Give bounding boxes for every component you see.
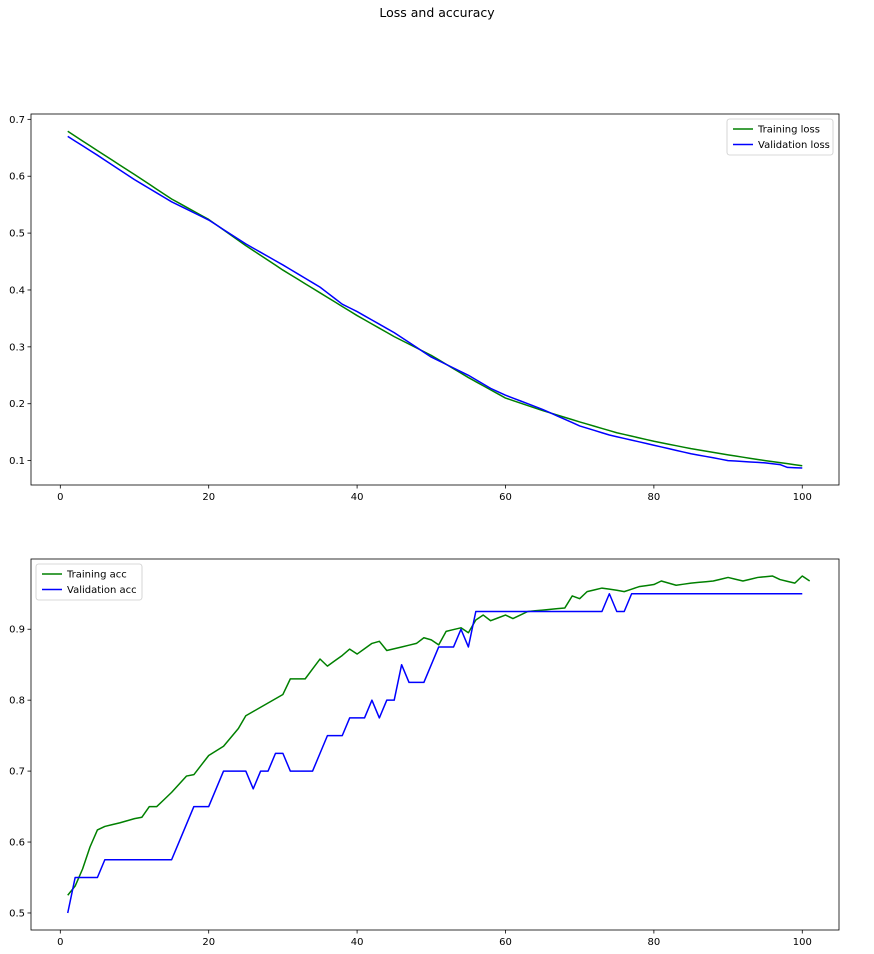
y-tick-label: 0.6 [9,838,25,849]
legend: Training loss Validation loss [726,118,834,156]
series-line-1 [66,593,803,914]
x-tick-label: 100 [793,937,812,948]
series-line-0 [67,130,803,467]
x-tick-label: 40 [351,492,364,503]
loss-plot: 0 20 40 60 80 100 0.1 0.2 0.3 0.4 0.5 0.6 0.7 Trainin… [9,113,840,503]
y-tick-label: 0.9 [9,625,25,636]
y-tick-label: 0.3 [9,342,25,353]
legend-label: Validation loss [758,140,830,151]
x-tick-label: 100 [793,492,812,503]
legend-label: Validation acc [67,585,137,596]
x-tick-label: 60 [499,937,512,948]
legend-label: Training acc [66,570,127,581]
accuracy-plot: 0 20 40 60 80 100 0.5 0.6 0.7 0.8 0.9 Training acc V… [9,558,840,948]
figure-title: Loss and accuracy [379,5,495,20]
series-line-1 [67,135,803,469]
x-tick-label: 40 [351,937,364,948]
x-tick-label: 60 [499,492,512,503]
axes-frame [30,558,840,931]
legend: Training acc Validation acc [35,563,143,601]
x-tick-label: 20 [202,937,215,948]
y-tick-label: 0.6 [9,172,25,183]
y-tick-label: 0.5 [9,908,25,919]
legend-box [35,563,143,601]
y-tick-label: 0.8 [9,696,25,707]
y-tick-label: 0.7 [9,767,25,778]
x-tick-label: 20 [202,492,215,503]
legend-box [726,118,834,156]
y-tick-label: 0.1 [9,456,25,467]
x-tick-label: 80 [648,492,661,503]
y-tick-label: 0.7 [9,115,25,126]
x-tick-label: 0 [57,492,63,503]
x-tick-label: 0 [57,937,63,948]
series-line-0 [67,575,811,896]
axes-frame [30,113,840,486]
y-tick-label: 0.2 [9,399,25,410]
y-tick-label: 0.5 [9,229,25,240]
legend-label: Training loss [757,125,820,136]
x-tick-label: 80 [648,937,661,948]
y-tick-label: 0.4 [9,285,25,296]
